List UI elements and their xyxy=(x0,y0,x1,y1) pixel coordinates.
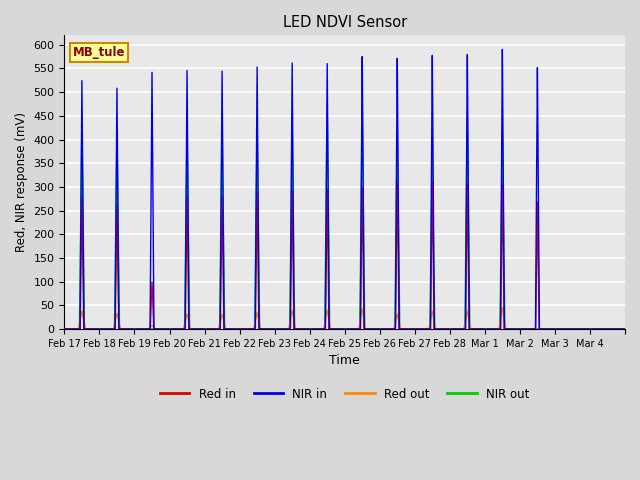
Y-axis label: Red, NIR response (mV): Red, NIR response (mV) xyxy=(15,112,28,252)
X-axis label: Time: Time xyxy=(330,354,360,367)
Title: LED NDVI Sensor: LED NDVI Sensor xyxy=(283,15,407,30)
Legend: Red in, NIR in, Red out, NIR out: Red in, NIR in, Red out, NIR out xyxy=(155,383,534,405)
Text: MB_tule: MB_tule xyxy=(73,46,125,59)
